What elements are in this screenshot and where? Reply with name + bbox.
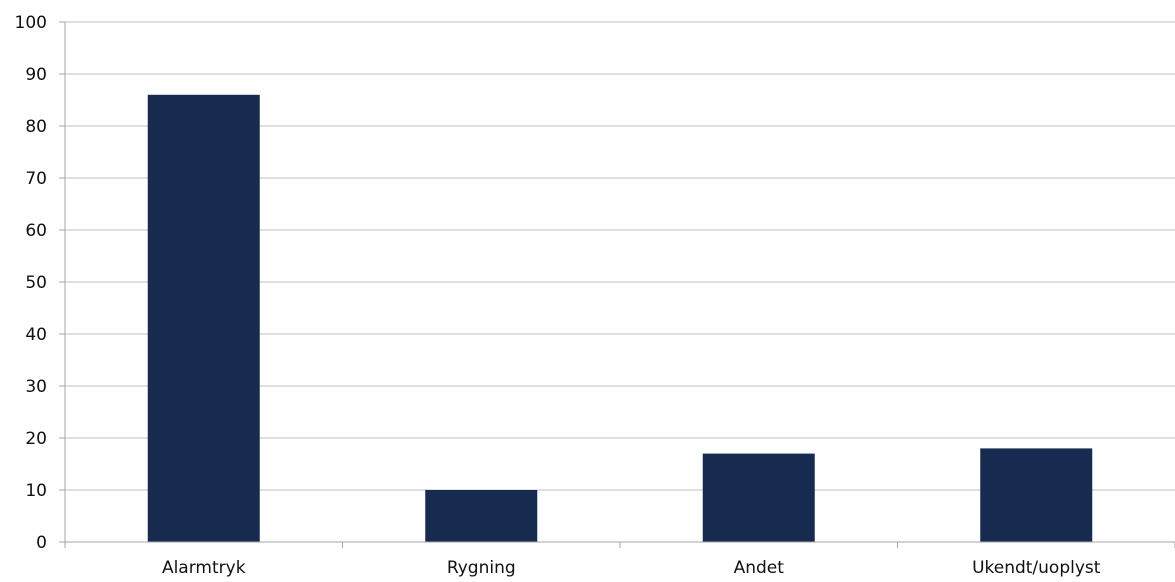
tick-labels: 0 10 20 30 40 50 60 70 80 90 100 Alarmtryk Rygning An…	[15, 13, 1101, 578]
y-tick-label-0: 0	[36, 533, 47, 553]
bar-andet	[702, 453, 815, 542]
y-tick-label-20: 20	[25, 429, 47, 449]
x-tick-label-rygning: Rygning	[447, 558, 516, 578]
y-tick-label-90: 90	[25, 65, 47, 85]
x-tick-label-alarmtryk: Alarmtryk	[162, 558, 246, 578]
bar-alarmtryk	[147, 94, 260, 543]
y-tick-label-80: 80	[25, 117, 47, 137]
x-tick-label-andet: Andet	[734, 558, 785, 578]
y-tick-label-30: 30	[25, 377, 47, 397]
axes	[59, 21, 1175, 548]
x-tick-label-ukendt-uoplyst: Ukendt/uoplyst	[972, 558, 1101, 578]
y-tick-label-10: 10	[25, 481, 47, 501]
bar-rygning	[425, 490, 538, 542]
y-tick-label-100: 100	[15, 13, 47, 33]
y-tick-label-50: 50	[25, 273, 47, 293]
y-tick-label-40: 40	[25, 325, 47, 345]
bars	[147, 94, 1093, 543]
y-tick-label-70: 70	[25, 169, 47, 189]
bar-ukendt-uoplyst	[980, 448, 1093, 542]
y-tick-label-60: 60	[25, 221, 47, 241]
